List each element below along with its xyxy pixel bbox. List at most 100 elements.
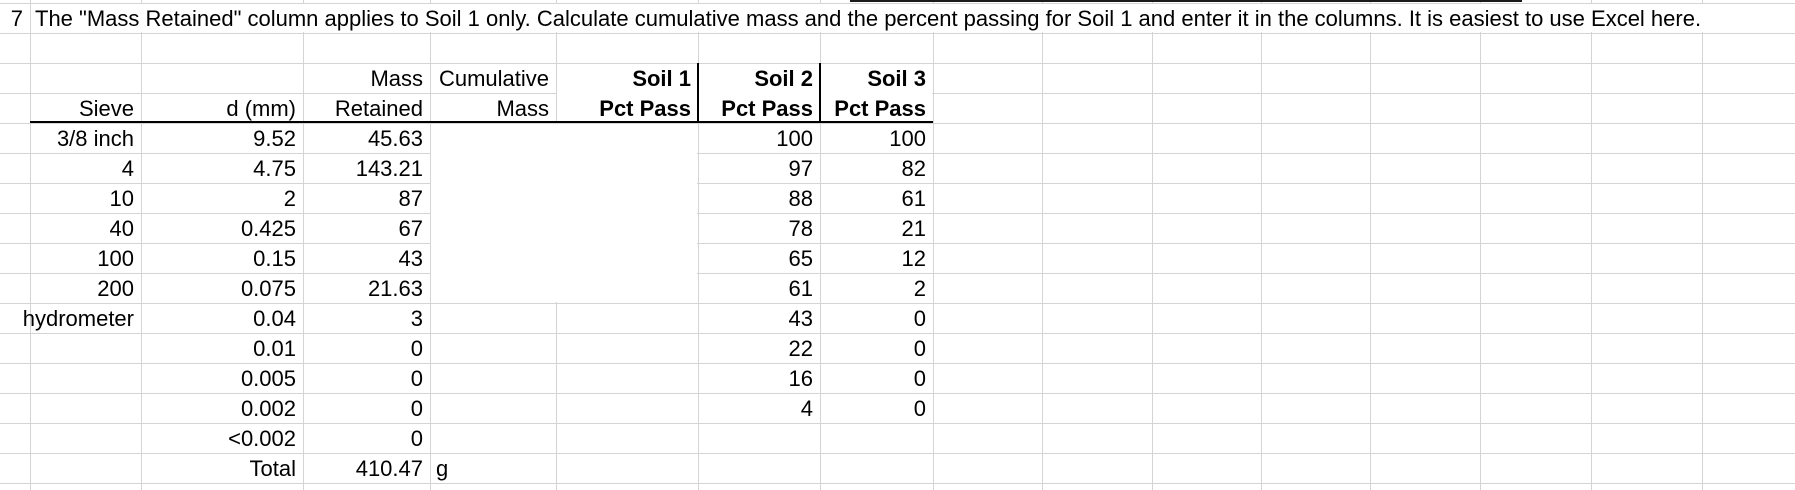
cell-E9[interactable] (430, 243, 556, 273)
cell-G11[interactable]: 43 (788, 306, 813, 331)
total-label-cell[interactable]: Total (249, 456, 296, 481)
cell-D5[interactable]: 45.63 (367, 126, 423, 151)
cell-C9[interactable]: 0.15 (253, 246, 296, 271)
cell-E11[interactable] (430, 303, 556, 333)
question-number-cell[interactable]: 7 (10, 6, 23, 31)
cell-H15[interactable] (820, 423, 933, 453)
cell-C7[interactable]: 2 (283, 186, 296, 211)
cell-G15[interactable] (698, 423, 820, 453)
cell-E10[interactable] (430, 273, 556, 303)
cell-F15[interactable] (556, 423, 698, 453)
cell-E12[interactable] (430, 333, 556, 363)
cell-G9[interactable]: 65 (788, 246, 813, 271)
cell-D6[interactable]: 143.21 (355, 156, 423, 181)
total-unit-cell[interactable]: g (436, 456, 449, 481)
cell-B9[interactable]: 100 (97, 246, 134, 271)
cell-H9[interactable]: 12 (901, 246, 926, 271)
header-soil1-pct-pass[interactable]: Pct Pass (599, 96, 691, 121)
cell-C12[interactable]: 0.01 (253, 336, 296, 361)
cell-F7[interactable] (556, 183, 698, 213)
cell-F5[interactable] (556, 123, 698, 153)
cell-F14[interactable] (556, 393, 698, 423)
cell-G6[interactable]: 97 (788, 156, 813, 181)
soil-header-fill-area (557, 64, 932, 122)
cell-E15[interactable] (430, 423, 556, 453)
cell-B15[interactable] (30, 423, 141, 453)
cell-H14[interactable]: 0 (913, 396, 926, 421)
cell-D7[interactable]: 87 (398, 186, 423, 211)
cell-E7[interactable] (430, 183, 556, 213)
cell-B5[interactable]: 3/8 inch (56, 126, 134, 151)
cell-H12[interactable]: 0 (913, 336, 926, 361)
clipped-row-above-content (850, 0, 1522, 2)
cell-E14[interactable] (430, 393, 556, 423)
instruction-text-cell[interactable]: The "Mass Retained" column applies to So… (35, 6, 1702, 31)
cell-H13[interactable]: 0 (913, 366, 926, 391)
cell-D12[interactable]: 0 (410, 336, 423, 361)
cell-D10[interactable]: 21.63 (367, 276, 423, 301)
cell-G13[interactable]: 16 (788, 366, 813, 391)
header-soil1[interactable]: Soil 1 (632, 66, 691, 91)
soil1-entry-cells-area[interactable] (431, 124, 697, 302)
cell-F8[interactable] (556, 213, 698, 243)
cell-F6[interactable] (556, 153, 698, 183)
cell-C13[interactable]: 0.005 (240, 366, 296, 391)
header-cumulative-mass[interactable]: Mass (496, 96, 549, 121)
header-retained[interactable]: Retained (334, 96, 423, 121)
cell-G10[interactable]: 61 (788, 276, 813, 301)
header-soil3-pct-pass[interactable]: Pct Pass (834, 96, 926, 121)
cell-D8[interactable]: 67 (398, 216, 423, 241)
cell-F13[interactable] (556, 363, 698, 393)
cell-D11[interactable]: 3 (410, 306, 423, 331)
header-soil3[interactable]: Soil 3 (867, 66, 926, 91)
gridline-vertical (430, 0, 431, 490)
cell-E8[interactable] (430, 213, 556, 243)
cell-H10[interactable]: 2 (913, 276, 926, 301)
cell-D14[interactable]: 0 (410, 396, 423, 421)
header-d-mm[interactable]: d (mm) (226, 96, 296, 121)
cell-B14[interactable] (30, 393, 141, 423)
header-soil2[interactable]: Soil 2 (754, 66, 813, 91)
cell-F10[interactable] (556, 273, 698, 303)
cell-H6[interactable]: 82 (901, 156, 926, 181)
cell-C5[interactable]: 9.52 (253, 126, 296, 151)
cell-B11[interactable]: hydrometer (22, 306, 134, 331)
cell-G8[interactable]: 78 (788, 216, 813, 241)
cell-E5[interactable] (430, 123, 556, 153)
gridline-horizontal (0, 63, 1795, 64)
cell-B10[interactable]: 200 (97, 276, 134, 301)
cell-H11[interactable]: 0 (913, 306, 926, 331)
header-cumulative[interactable]: Cumulative (438, 66, 549, 91)
header-soil2-pct-pass[interactable]: Pct Pass (721, 96, 813, 121)
cell-F9[interactable] (556, 243, 698, 273)
cell-B6[interactable]: 4 (121, 156, 134, 181)
total-value-cell[interactable]: 410.47 (355, 456, 423, 481)
cell-B13[interactable] (30, 363, 141, 393)
cell-C11[interactable]: 0.04 (253, 306, 296, 331)
cell-B12[interactable] (30, 333, 141, 363)
cell-D9[interactable]: 43 (398, 246, 423, 271)
cell-F12[interactable] (556, 333, 698, 363)
cell-H5[interactable]: 100 (889, 126, 926, 151)
gridline-horizontal (0, 183, 1795, 184)
header-sieve[interactable]: Sieve (78, 96, 134, 121)
cell-G7[interactable]: 88 (788, 186, 813, 211)
cell-H7[interactable]: 61 (901, 186, 926, 211)
cell-G14[interactable]: 4 (800, 396, 813, 421)
cell-B8[interactable]: 40 (109, 216, 134, 241)
cell-C15[interactable]: <0.002 (228, 426, 296, 451)
cell-C14[interactable]: 0.002 (240, 396, 296, 421)
cell-C6[interactable]: 4.75 (253, 156, 296, 181)
header-mass[interactable]: Mass (370, 66, 423, 91)
cell-D15[interactable]: 0 (410, 426, 423, 451)
cell-G5[interactable]: 100 (776, 126, 813, 151)
cell-E6[interactable] (430, 153, 556, 183)
cell-D13[interactable]: 0 (410, 366, 423, 391)
cell-H8[interactable]: 21 (901, 216, 926, 241)
cell-E13[interactable] (430, 363, 556, 393)
cell-G12[interactable]: 22 (788, 336, 813, 361)
cell-C10[interactable]: 0.075 (240, 276, 296, 301)
cell-F11[interactable] (556, 303, 698, 333)
cell-C8[interactable]: 0.425 (240, 216, 296, 241)
cell-B7[interactable]: 10 (109, 186, 134, 211)
